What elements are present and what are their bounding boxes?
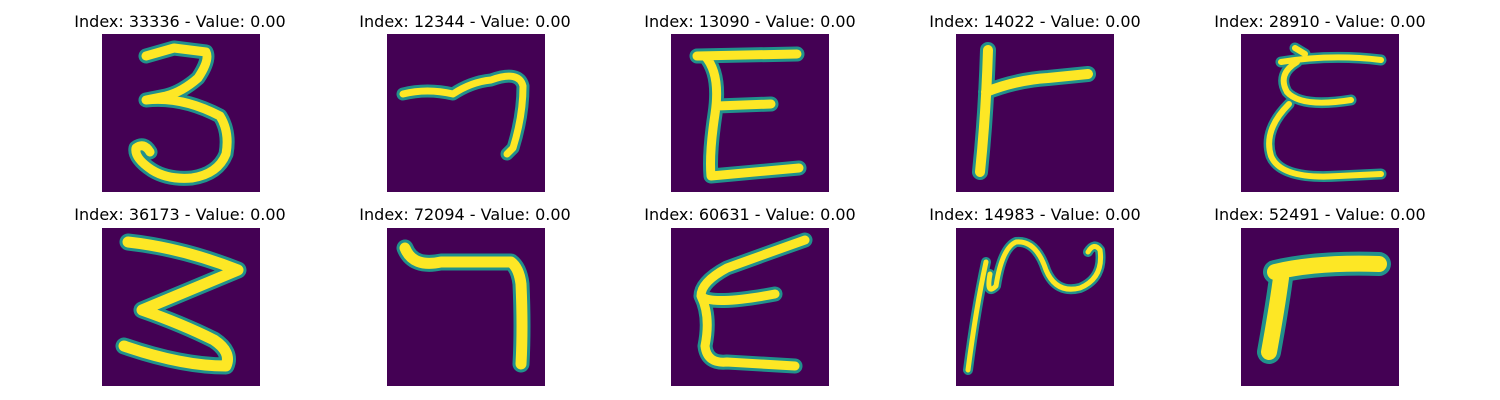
digit-image-panel xyxy=(102,34,260,192)
panel-title: Index: 33336 - Value: 0.00 xyxy=(74,12,286,31)
digit-image-panel xyxy=(671,34,829,192)
digit-image-panel xyxy=(1241,228,1399,386)
digit-image-panel xyxy=(671,228,829,386)
digit-image-panel xyxy=(387,228,545,386)
panel-title: Index: 72094 - Value: 0.00 xyxy=(359,205,571,224)
digit-image-panel xyxy=(387,34,545,192)
handwritten-r-image xyxy=(972,42,1096,180)
digit-image-panel xyxy=(956,34,1114,192)
panel-title: Index: 52491 - Value: 0.00 xyxy=(1214,205,1426,224)
panel-title: Index: 14983 - Value: 0.00 xyxy=(929,205,1141,224)
handwritten-E-image xyxy=(689,46,807,184)
handwritten-7-image xyxy=(1257,251,1391,364)
handwritten-3-image xyxy=(115,233,247,375)
digit-image-panel xyxy=(956,228,1114,386)
handwritten-E-image xyxy=(1263,42,1387,183)
panel-title: Index: 28910 - Value: 0.00 xyxy=(1214,12,1426,31)
handwritten-E-image xyxy=(693,232,813,374)
panel-title: Index: 12344 - Value: 0.00 xyxy=(359,12,571,31)
digit-image-panel xyxy=(102,228,260,386)
panel-title: Index: 14022 - Value: 0.00 xyxy=(929,12,1141,31)
handwritten-3-image xyxy=(128,40,235,186)
handwritten-2-image xyxy=(963,236,1106,375)
panel-title: Index: 36173 - Value: 0.00 xyxy=(74,205,286,224)
handwritten-7-image xyxy=(396,239,531,373)
digit-image-panel xyxy=(1241,34,1399,192)
panel-title: Index: 13090 - Value: 0.00 xyxy=(644,12,856,31)
panel-title: Index: 60631 - Value: 0.00 xyxy=(644,205,856,224)
handwritten-7-image xyxy=(396,69,530,161)
